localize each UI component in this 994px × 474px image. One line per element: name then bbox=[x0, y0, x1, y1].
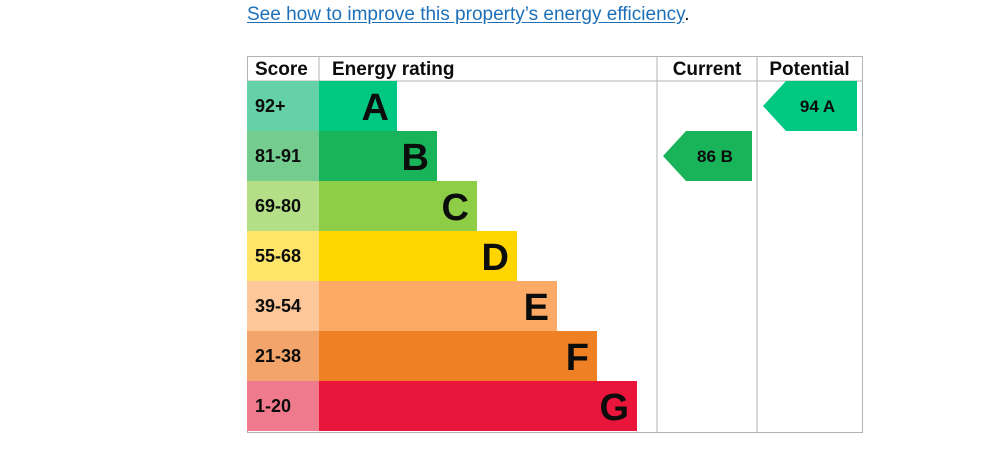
improve-efficiency-line: See how to improve this property’s energ… bbox=[247, 3, 690, 27]
score-cell-e bbox=[247, 281, 319, 331]
band-letter-e: E bbox=[524, 287, 549, 329]
improve-link-suffix: . bbox=[684, 4, 690, 25]
score-range-f: 21-38 bbox=[255, 346, 301, 366]
current-arrow bbox=[663, 131, 752, 181]
header-current: Current bbox=[673, 59, 742, 80]
band-letter-d: D bbox=[482, 237, 509, 279]
current-rating-label: 86 B bbox=[697, 147, 733, 166]
band-letter-g: G bbox=[599, 387, 629, 429]
rating-bar-b bbox=[319, 131, 437, 181]
score-cell-c bbox=[247, 181, 319, 231]
score-cell-f bbox=[247, 331, 319, 381]
score-range-g: 1-20 bbox=[255, 396, 291, 416]
band-letter-b: B bbox=[402, 137, 429, 179]
header-energy-rating: Energy rating bbox=[332, 59, 454, 80]
band-letter-f: F bbox=[566, 337, 589, 379]
rating-bar-g bbox=[319, 381, 637, 431]
score-cell-d bbox=[247, 231, 319, 281]
rating-bar-d bbox=[319, 231, 517, 281]
score-cell-g bbox=[247, 381, 319, 431]
rating-bar-c bbox=[319, 181, 477, 231]
header-score: Score bbox=[255, 59, 308, 80]
energy-rating-chart: Score Energy rating Current Potential 92+ A 81… bbox=[247, 56, 863, 433]
potential-rating-label: 94 A bbox=[800, 97, 835, 116]
rating-bar-f bbox=[319, 331, 597, 381]
potential-arrow bbox=[763, 81, 857, 131]
score-cell-a bbox=[247, 81, 319, 131]
header-potential: Potential bbox=[769, 59, 849, 80]
score-range-c: 69-80 bbox=[255, 196, 301, 216]
score-range-b: 81-91 bbox=[255, 146, 301, 166]
score-range-e: 39-54 bbox=[255, 296, 301, 316]
energy-rating-graph: Score Energy rating Current Potential 92+ A 81… bbox=[247, 56, 863, 433]
score-range-d: 55-68 bbox=[255, 246, 301, 266]
improve-efficiency-link[interactable]: See how to improve this property’s energ… bbox=[247, 4, 685, 25]
band-letter-a: A bbox=[362, 87, 389, 129]
rating-bar-e bbox=[319, 281, 557, 331]
rating-bar-a bbox=[319, 81, 397, 131]
score-range-a: 92+ bbox=[255, 96, 286, 116]
score-cell-b bbox=[247, 131, 319, 181]
band-letter-c: C bbox=[442, 187, 469, 229]
